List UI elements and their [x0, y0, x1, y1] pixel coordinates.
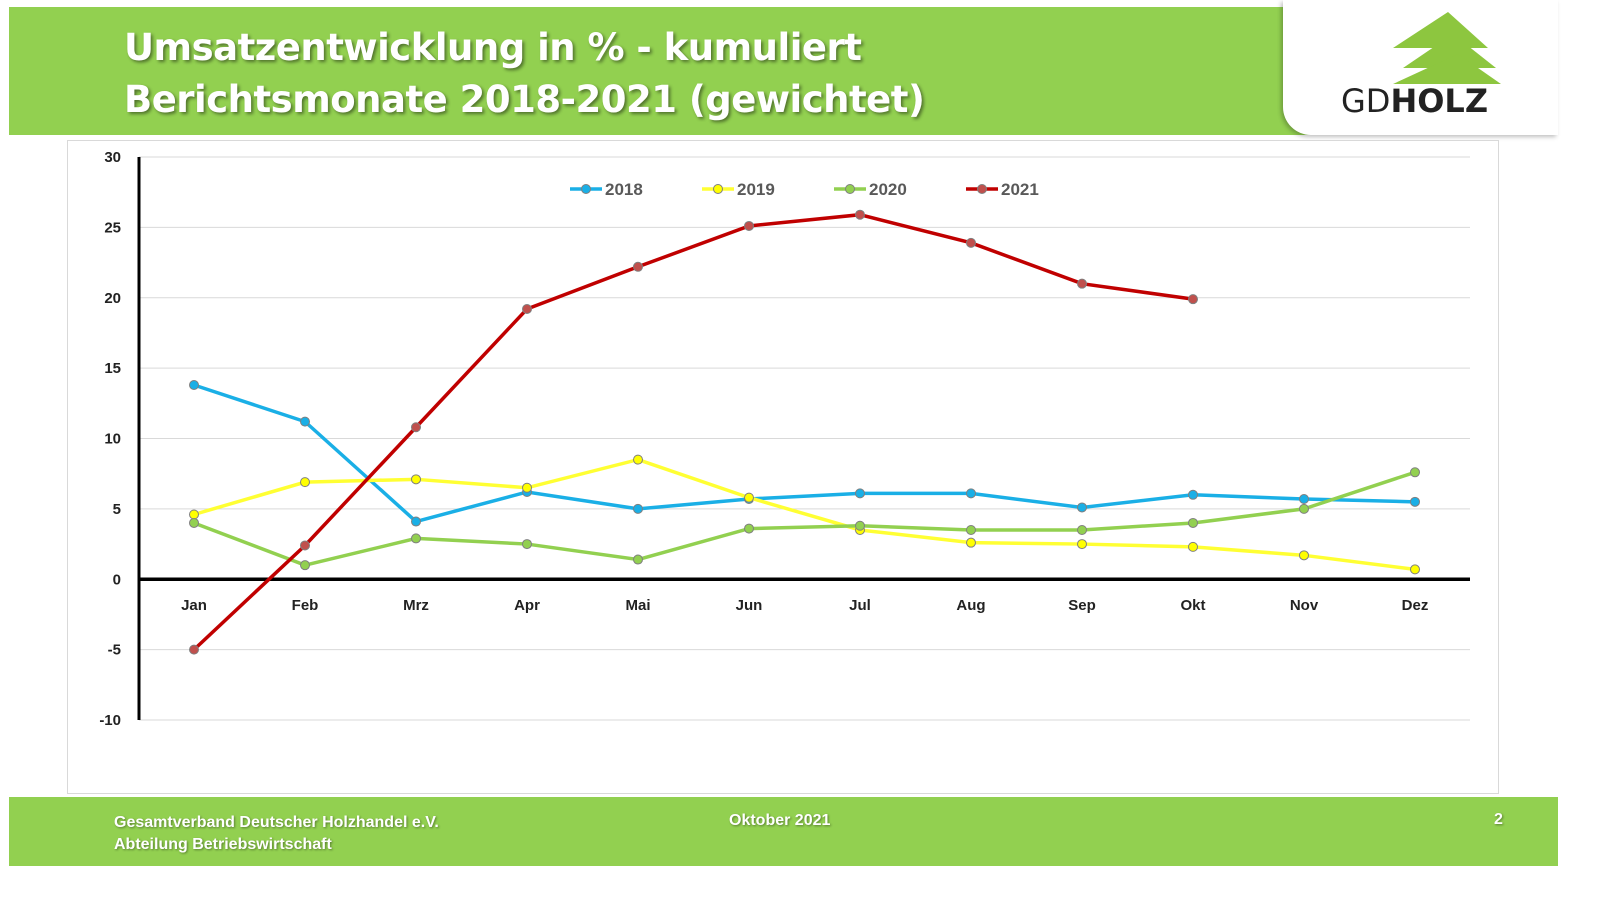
series-line-2019 — [193, 457, 1416, 572]
y-tick-label: 25 — [104, 219, 121, 236]
data-point-2019 — [1077, 539, 1087, 550]
series-line-2018 — [193, 383, 1416, 524]
y-tick-label: -10 — [99, 712, 121, 729]
y-tick-label: 20 — [104, 290, 121, 307]
x-tick-label: Dez — [1402, 597, 1429, 614]
legend-marker-2021 — [977, 184, 987, 194]
data-point-2021 — [1077, 278, 1087, 289]
logo-holz: HOLZ — [1390, 82, 1489, 120]
data-point-2019 — [1299, 550, 1309, 561]
data-point-2020 — [855, 520, 865, 531]
x-tick-label: Mai — [625, 597, 650, 614]
data-point-2020 — [411, 533, 421, 544]
data-point-2018 — [300, 416, 310, 427]
series-line-2020 — [193, 470, 1416, 568]
logo-gd: GD — [1341, 82, 1391, 120]
data-point-2020 — [522, 539, 532, 550]
data-point-2021 — [1188, 294, 1198, 305]
gd-holz-logo: GDHOLZ — [1283, 0, 1558, 135]
data-point-2020 — [633, 554, 643, 565]
footer-org: Gesamtverband Deutscher Holzhandel e.V. — [114, 814, 439, 831]
title-line-1: Umsatzentwicklung in % - kumuliert — [124, 26, 862, 69]
data-point-2020 — [1188, 517, 1198, 528]
data-point-2018 — [1410, 496, 1420, 507]
page-number: 2 — [1494, 811, 1503, 828]
data-point-2020 — [189, 517, 199, 528]
data-point-2018 — [1188, 489, 1198, 500]
data-point-2019 — [300, 477, 310, 488]
legend-marker-2020 — [845, 184, 855, 194]
legend-label-2021: 2021 — [1001, 180, 1039, 199]
data-point-2021 — [522, 304, 532, 315]
data-point-2021 — [300, 540, 310, 551]
data-point-2018 — [411, 516, 421, 527]
legend-marker-2018 — [581, 184, 591, 194]
x-tick-label: Jun — [736, 597, 763, 614]
legend-label-2018: 2018 — [605, 180, 643, 199]
data-point-2019 — [522, 482, 532, 493]
x-tick-label: Nov — [1290, 597, 1319, 614]
y-tick-label: 0 — [113, 571, 121, 588]
title-line-2: Berichtsmonate 2018-2021 (gewichtet) — [124, 78, 925, 121]
y-tick-label: 30 — [104, 149, 121, 166]
data-point-2020 — [744, 523, 754, 534]
x-tick-label: Mrz — [403, 597, 429, 614]
data-point-2018 — [966, 488, 976, 499]
y-tick-label: 15 — [104, 360, 121, 377]
x-tick-label: Feb — [292, 597, 319, 614]
y-tick-label: -5 — [108, 642, 121, 659]
y-tick-label: 10 — [104, 431, 121, 448]
data-point-2018 — [633, 503, 643, 514]
data-point-2019 — [633, 454, 643, 465]
data-point-2021 — [855, 209, 865, 220]
data-point-2021 — [966, 237, 976, 248]
data-point-2019 — [1410, 564, 1420, 575]
y-tick-label: 5 — [113, 501, 121, 518]
data-point-2020 — [1299, 503, 1309, 514]
footer-dept: Abteilung Betriebswirtschaft — [114, 836, 332, 853]
x-tick-label: Okt — [1180, 597, 1205, 614]
data-point-2021 — [189, 644, 199, 655]
x-tick-label: Aug — [956, 597, 985, 614]
data-point-2019 — [1188, 541, 1198, 552]
x-tick-label: Sep — [1068, 597, 1096, 614]
data-point-2018 — [1077, 502, 1087, 513]
footer-band: Gesamtverband Deutscher Holzhandel e.V. A… — [9, 797, 1558, 866]
data-point-2020 — [300, 560, 310, 571]
data-point-2018 — [189, 380, 199, 391]
x-tick-label: Jan — [181, 597, 207, 614]
footer-date: Oktober 2021 — [729, 812, 831, 829]
chart-area — [67, 140, 1499, 794]
data-point-2021 — [744, 220, 754, 231]
x-tick-label: Apr — [514, 597, 540, 614]
data-point-2018 — [1299, 494, 1309, 505]
data-point-2019 — [189, 509, 199, 520]
data-point-2018 — [855, 488, 865, 499]
legend-marker-2019 — [713, 184, 723, 194]
data-point-2021 — [411, 422, 421, 433]
data-point-2020 — [1410, 467, 1420, 478]
tree-icon — [1393, 12, 1501, 84]
series-line-2021 — [192, 212, 1194, 651]
x-tick-label: Jul — [849, 597, 871, 614]
data-point-2019 — [411, 474, 421, 485]
legend-label-2020: 2020 — [869, 180, 907, 199]
data-point-2019 — [744, 492, 754, 503]
data-point-2019 — [966, 537, 976, 548]
slide-title: Umsatzentwicklung in % - kumuliert Beric… — [124, 22, 925, 126]
legend-label-2019: 2019 — [737, 180, 775, 199]
data-point-2020 — [966, 524, 976, 535]
data-point-2021 — [633, 261, 643, 272]
data-point-2020 — [1077, 524, 1087, 535]
